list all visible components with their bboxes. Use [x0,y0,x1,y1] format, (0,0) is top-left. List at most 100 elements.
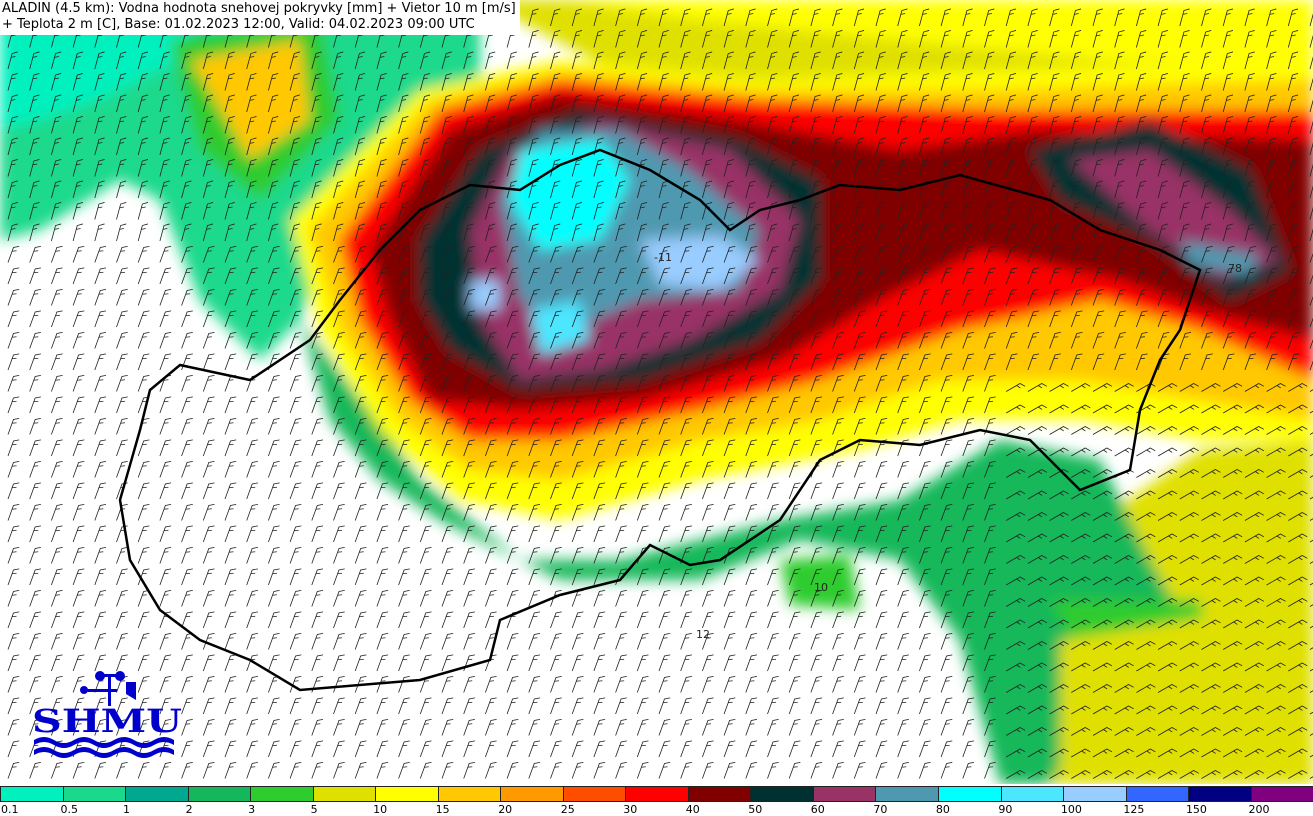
wind-barb [897,503,909,521]
wind-barb [593,740,606,758]
wind-barb [506,482,519,500]
wind-barb [680,632,692,650]
wind-barb [1114,684,1134,693]
wind-barb [853,589,866,607]
wind-barb [550,761,562,779]
wind-barb [1027,576,1048,586]
wind-barb [224,51,235,70]
wind-barb [593,116,604,134]
wind-barb [745,180,756,199]
legend-label: 60 [810,803,825,816]
wind-barb [202,611,215,629]
wind-barb [1287,8,1299,27]
wind-barb [593,73,604,91]
wind-barb [1005,180,1017,199]
wind-barb [333,718,345,736]
wind-barb [354,159,366,177]
wind-barb [1179,8,1190,27]
wind-barb [51,546,63,564]
wind-barb [289,245,302,263]
wind-barb [962,632,975,650]
wind-barb [506,73,517,91]
wind-barb [875,632,888,650]
wind-barb [224,525,237,543]
wind-barb [333,202,344,220]
wind-barb [1092,137,1103,156]
wind-barb [29,159,40,177]
wind-barb [398,611,410,629]
legend-label: 0.1 [1,803,19,816]
wind-barb [29,331,41,349]
wind-barb [485,439,497,457]
wind-barb [1157,555,1178,564]
wind-barb [1266,641,1286,650]
wind-barb [528,482,541,500]
wind-barb [680,503,692,521]
wind-barb [354,331,367,349]
wind-barb [1179,73,1190,91]
wind-barb [1005,73,1017,91]
wind-barb [289,718,302,736]
wind-barb [51,159,62,177]
wind-barb [51,137,62,156]
wind-barb [202,159,214,177]
wind-barb [202,546,215,564]
wind-barb [116,331,128,349]
wind-barb [767,611,779,629]
wind-barb [485,223,496,242]
wind-barb [788,331,801,349]
legend-swatch [1000,787,1064,801]
wind-barb [137,288,150,306]
wind-barb [680,73,691,91]
wind-barb [680,51,691,70]
wind-barb [1071,576,1091,586]
wind-barb [1005,245,1018,263]
wind-barb [984,116,995,134]
wind-barb [636,396,649,414]
wind-barb [1114,202,1125,220]
wind-barb [1005,223,1017,242]
wind-barb [528,611,541,629]
wind-barb [919,159,930,177]
wind-barb [1006,383,1026,392]
wind-barb [1266,30,1277,48]
legend-swatch [937,787,1001,801]
wind-barb [788,180,800,199]
legend-swatch [125,787,188,801]
wind-barb [1201,8,1212,27]
wind-barb [116,654,128,672]
wind-barb [398,353,410,371]
wind-barb [1027,748,1048,758]
wind-barb [181,654,193,672]
wind-barb [1288,469,1308,478]
wind-barb [962,654,975,672]
wind-barb [1222,705,1243,715]
wind-barb [1266,727,1286,736]
wind-barb [1222,223,1234,242]
wind-barb [202,718,215,736]
wind-barb [1222,8,1234,27]
wind-barb [788,525,801,543]
wind-barb [1179,116,1190,134]
wind-barb [550,417,562,435]
wind-barb [354,310,367,328]
wind-barb [702,223,713,242]
wind-barb [810,245,823,263]
wind-barb [897,632,909,650]
wind-barb [268,740,280,758]
wind-barb [571,675,584,693]
wind-barb [745,159,756,177]
wind-barb [1049,202,1060,220]
wind-barb [1006,447,1026,457]
wind-barb [333,73,344,91]
wind-barb [116,73,127,91]
wind-barb [615,761,627,779]
wind-barb [571,202,583,220]
wind-barb [1287,73,1299,91]
wind-barb [1309,180,1313,199]
wind-barb [1309,137,1313,156]
wind-barb [246,245,258,263]
wind-barb [984,267,996,285]
wind-barb [1201,447,1221,457]
wind-barb [593,417,606,435]
